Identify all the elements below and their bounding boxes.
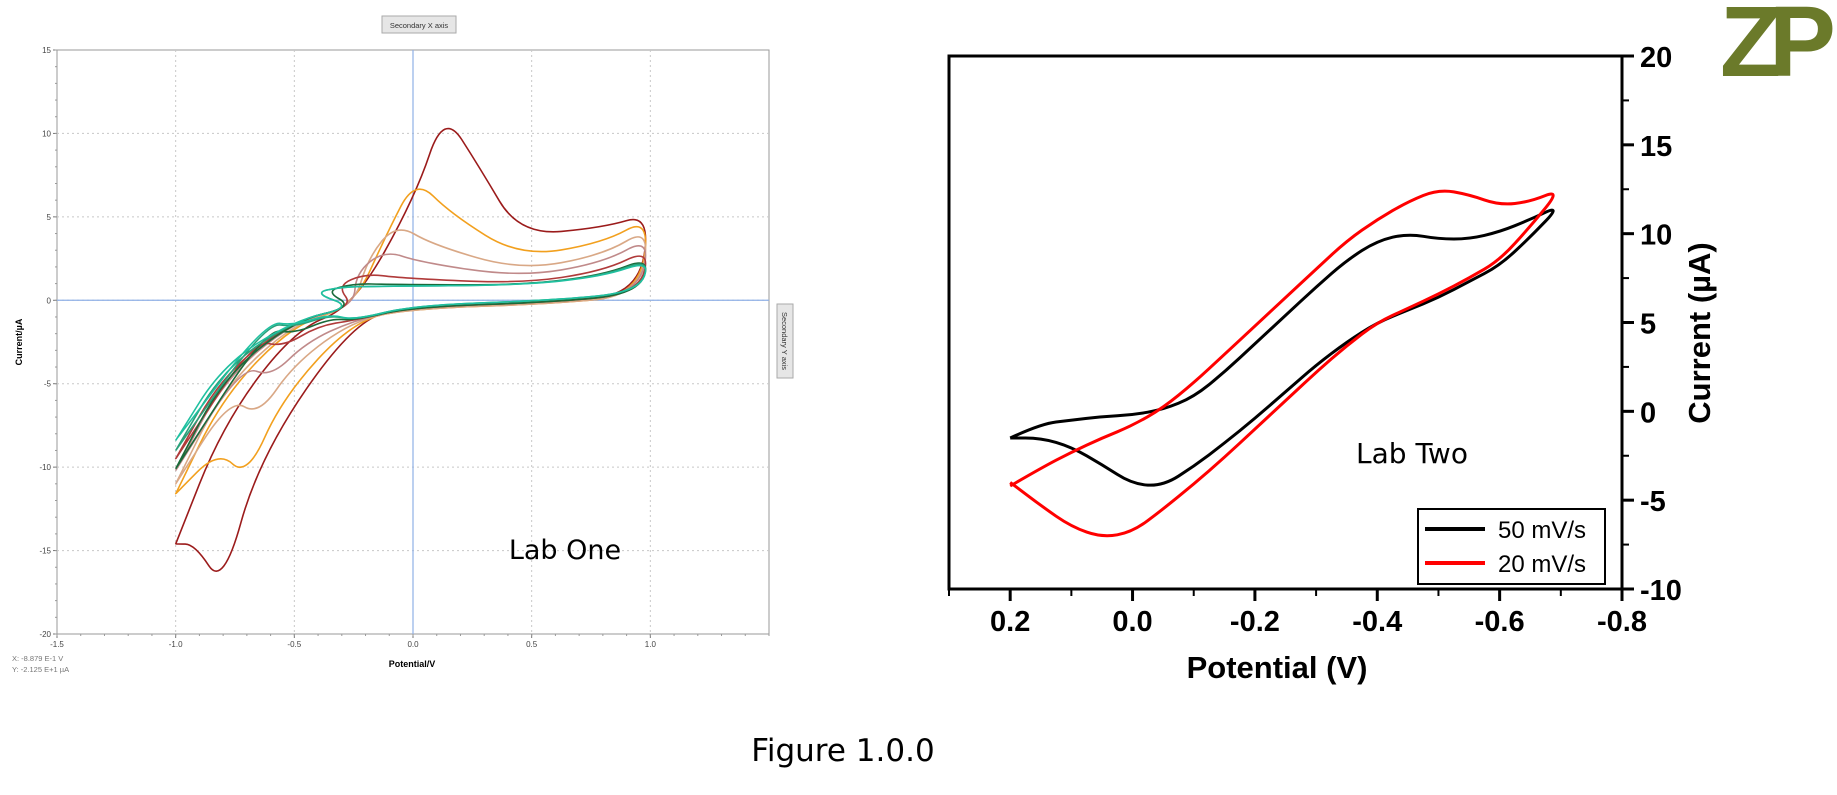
lab-two-y-label: Current (µA) xyxy=(1682,242,1717,423)
lab-two-legend: 50 mV/s 20 mV/s xyxy=(1417,508,1606,585)
legend-box xyxy=(1417,508,1606,585)
lab-two-x-tick-label: -0.4 xyxy=(1352,606,1402,638)
lab-one-x-tick-label: -1.5 xyxy=(50,640,64,649)
lab-one-x-tick-label: -0.5 xyxy=(287,640,301,649)
lab-one-y-tick-label: 15 xyxy=(42,46,51,55)
legend-label-20mvs: 20 mV/s xyxy=(1498,551,1586,578)
lab-one-x-label: Potential/V xyxy=(389,659,436,669)
lab-one-x-tick-label: 0.5 xyxy=(526,640,538,649)
lab-one-series-line xyxy=(174,229,647,485)
figure-caption: Figure 1.0.0 xyxy=(751,733,934,769)
lab-two-x-tick-label: -0.6 xyxy=(1475,606,1525,638)
lab-one-y-tick-label: -10 xyxy=(39,463,51,472)
secondary-x-axis-button[interactable]: Secondary X axis xyxy=(381,15,457,34)
lab-one-y-tick-label: 5 xyxy=(47,213,52,222)
lab-one-y-tick-label: -15 xyxy=(39,547,51,556)
lab-two-x-tick-label: 0.0 xyxy=(1112,606,1152,638)
lab-one-y-label: Current/µA xyxy=(14,318,24,365)
lab-two-y-tick-label: 10 xyxy=(1640,220,1672,252)
lab-one-y-tick-label: 0 xyxy=(47,296,52,305)
secondary-y-axis-button[interactable]: Secondary Y axis xyxy=(776,303,794,379)
lab-one-title: Lab One xyxy=(509,535,621,566)
zp-logo: ZP xyxy=(1720,0,1837,98)
cursor-readout-y: Y: -2.125 E+1 µA xyxy=(12,665,69,674)
lab-one-crosshair xyxy=(57,50,769,634)
lab-one-x-tick-label: 0.0 xyxy=(407,640,419,649)
lab-one-chart: -1.5 -1.0 -0.5 0.0 0.5 1.0 15 10 5 0 -5 -10 -15 -20 L… xyxy=(12,15,794,674)
lab-two-y-tick-label: -5 xyxy=(1640,486,1666,518)
lab-two-ticks: 0.2 0.0 -0.2 -0.4 -0.6 -0.8 20 15 10 5 0 -5 -10 xyxy=(948,42,1682,638)
lab-one-x-tick-label: -1.0 xyxy=(169,640,183,649)
lab-one-y-tick-label: 10 xyxy=(42,129,51,138)
lab-one-series-line xyxy=(175,264,647,441)
lab-two-x-label: Potential (V) xyxy=(1187,650,1368,685)
lab-two-y-tick-label: 15 xyxy=(1640,131,1672,163)
lab-one-ticks: -1.5 -1.0 -0.5 0.0 0.5 1.0 15 10 5 0 -5 -10 -15 -20 xyxy=(39,46,770,649)
lab-two-series-50mvs xyxy=(1009,208,1555,487)
secondary-x-axis-button-bg xyxy=(381,15,457,34)
lab-two-y-tick-label: 0 xyxy=(1640,397,1656,429)
cursor-readout-x: X: -8.879 E-1 V xyxy=(12,654,63,663)
lab-two-y-tick-label: 5 xyxy=(1640,309,1656,341)
secondary-x-axis-label: Secondary X axis xyxy=(390,21,449,30)
lab-two-title: Lab Two xyxy=(1356,437,1468,470)
lab-two-plot-area xyxy=(947,54,1624,591)
lab-two-series-20mvs xyxy=(1009,189,1555,538)
lab-two-y-tick-label: -10 xyxy=(1640,575,1682,607)
lab-one-x-tick-label: 1.0 xyxy=(645,640,657,649)
lab-two-chart: 0.2 0.0 -0.2 -0.4 -0.6 -0.8 20 15 10 5 0 -5 -10 Lab … xyxy=(947,42,1717,685)
lab-one-series-line xyxy=(174,127,647,572)
legend-label-50mvs: 50 mV/s xyxy=(1498,517,1586,544)
lab-two-x-tick-label: 0.2 xyxy=(990,606,1030,638)
lab-two-series-group xyxy=(1009,189,1555,538)
lab-one-y-tick-label: -20 xyxy=(39,630,51,639)
lab-one-series-group xyxy=(174,127,647,572)
lab-one-y-tick-label: -5 xyxy=(44,380,52,389)
logo-wordmark: ZP xyxy=(1720,0,1833,98)
lab-two-x-tick-label: -0.2 xyxy=(1230,606,1280,638)
lab-two-y-tick-label: 20 xyxy=(1640,42,1672,74)
secondary-y-axis-button-bg xyxy=(776,303,794,379)
lab-two-x-tick-label: -0.8 xyxy=(1597,606,1647,638)
secondary-y-axis-label: Secondary Y axis xyxy=(780,312,789,370)
